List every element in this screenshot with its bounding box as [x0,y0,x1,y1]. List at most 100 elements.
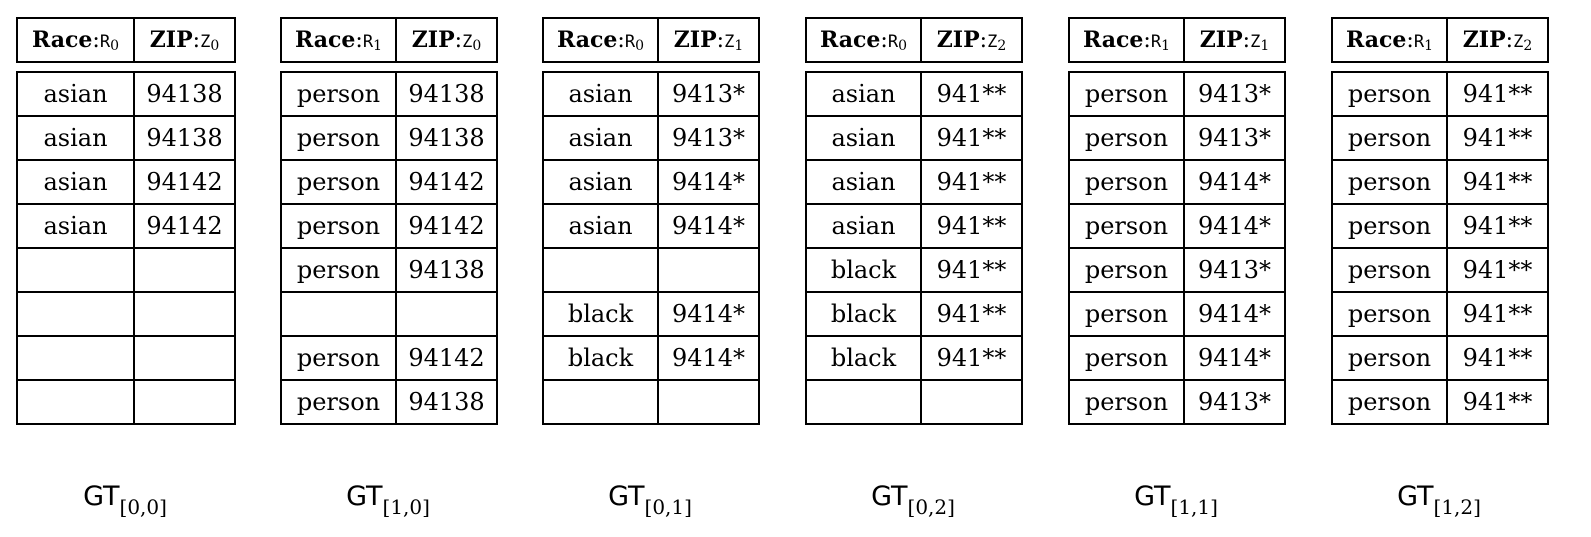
table-row: asian 94142 [16,203,236,249]
zip-header-sep: : [454,27,463,53]
table-row: person 94138 [280,71,498,117]
gt-caption: GT[0,2] [805,481,1021,519]
gt-caption-subscript: [1,0] [382,495,430,519]
gt-caption: GT[0,1] [542,481,758,519]
race-cell: asian [805,71,922,117]
race-header-sep: : [880,27,888,53]
race-header-symbol: R [99,31,111,52]
table-row: person 94138 [280,115,498,161]
race-cell: person [1331,247,1448,293]
race-header-cell: Race:R0 [542,17,659,63]
race-cell: black [542,335,659,381]
race-header-subscript: 0 [635,37,645,54]
table-row: asian 941** [805,115,1023,161]
table-row: person 941** [1331,247,1549,293]
race-header-cell: Race:R1 [1331,17,1448,63]
table-row: person 94142 [280,159,498,205]
zip-header-subscript: 0 [210,37,220,54]
race-cell: person [280,159,397,205]
race-cell: person [1068,335,1185,381]
table-row: person 9414* [1068,159,1286,205]
zip-cell: 9413* [1183,247,1286,293]
zip-cell: 94138 [395,379,498,425]
table-row: person 941** [1331,71,1549,117]
race-header-name: Race [31,26,93,53]
zip-header-name: ZIP [1462,26,1506,53]
table-row: black 941** [805,291,1023,337]
table-row: black 941** [805,247,1023,293]
race-header-name: Race [556,26,618,53]
race-cell: person [1068,115,1185,161]
zip-header-sep: : [1242,27,1251,53]
table-row: asian 941** [805,71,1023,117]
race-cell: person [280,203,397,249]
race-cell: person [280,379,397,425]
zip-cell: 941** [1446,247,1549,293]
table-row [542,379,760,425]
zip-cell: 94142 [395,203,498,249]
race-cell: person [1068,71,1185,117]
table-row [16,335,236,381]
table-row: person 941** [1331,203,1549,249]
zip-header-cell: ZIP:Z2 [1446,17,1549,63]
zip-cell [657,379,760,425]
zip-cell: 9414* [1183,335,1286,381]
zip-cell: 941** [920,335,1023,381]
race-header-cell: Race:R1 [1068,17,1185,63]
table-row [280,291,498,337]
zip-cell: 9413* [1183,71,1286,117]
zip-cell: 941** [1446,115,1549,161]
gt-table-block: Race:R0 ZIP:Z1 asian 9413* asian 9413* asi… [542,17,760,425]
race-cell: asian [16,203,135,249]
table-row: person 9413* [1068,115,1286,161]
table-row [805,379,1023,425]
table-row: person 9413* [1068,247,1286,293]
gt-caption-main: GT [83,481,120,512]
table-row: person 941** [1331,115,1549,161]
gt-caption: GT[1,0] [280,481,496,519]
zip-header-cell: ZIP:Z1 [657,17,760,63]
gt-header-table: Race:R0 ZIP:Z1 [542,17,760,63]
zip-header-sep: : [716,27,725,53]
race-cell: asian [805,115,922,161]
race-cell: person [1068,203,1185,249]
zip-cell [133,379,236,425]
race-cell: asian [542,115,659,161]
zip-header-sep: : [1505,27,1514,53]
zip-cell: 941** [920,71,1023,117]
gt-caption-main: GT [871,481,908,512]
race-header-symbol: R [887,31,899,52]
gt-caption: GT[1,2] [1331,481,1547,519]
race-cell [16,335,135,381]
gt-caption-subscript: [1,1] [1170,495,1218,519]
race-cell [16,379,135,425]
zip-cell: 9413* [657,115,760,161]
race-header-cell: Race:R0 [805,17,922,63]
zip-cell: 94138 [395,115,498,161]
zip-header-subscript: 0 [472,37,482,54]
table-row: person 941** [1331,159,1549,205]
zip-header-subscript: 2 [1523,37,1533,54]
gt-header-table: Race:R1 ZIP:Z0 [280,17,498,63]
gt-body-table: person 941** person 941** person 941** pers… [1331,71,1549,425]
race-header-name: Race [294,26,356,53]
gt-caption: GT[0,0] [16,481,234,519]
race-cell: asian [16,71,135,117]
race-cell: person [1068,291,1185,337]
zip-cell: 9414* [1183,203,1286,249]
gt-body-table: person 9413* person 9413* person 9414* pers… [1068,71,1286,425]
gt-table-block: Race:R1 ZIP:Z1 person 9413* person 9413* p… [1068,17,1286,425]
race-header-cell: Race:R1 [280,17,397,63]
zip-cell: 9414* [657,291,760,337]
zip-cell: 941** [1446,159,1549,205]
race-header-symbol: R [624,31,636,52]
zip-header-subscript: 2 [997,37,1007,54]
zip-header-name: ZIP [411,26,455,53]
race-header-subscript: 0 [110,37,120,54]
zip-cell [657,247,760,293]
zip-header-cell: ZIP:Z1 [1183,17,1286,63]
table-row: asian 9413* [542,71,760,117]
table-row: person 9414* [1068,291,1286,337]
gt-body-table: asian 9413* asian 9413* asian 9414* asian 94… [542,71,760,425]
zip-header-symbol: Z [200,31,211,52]
